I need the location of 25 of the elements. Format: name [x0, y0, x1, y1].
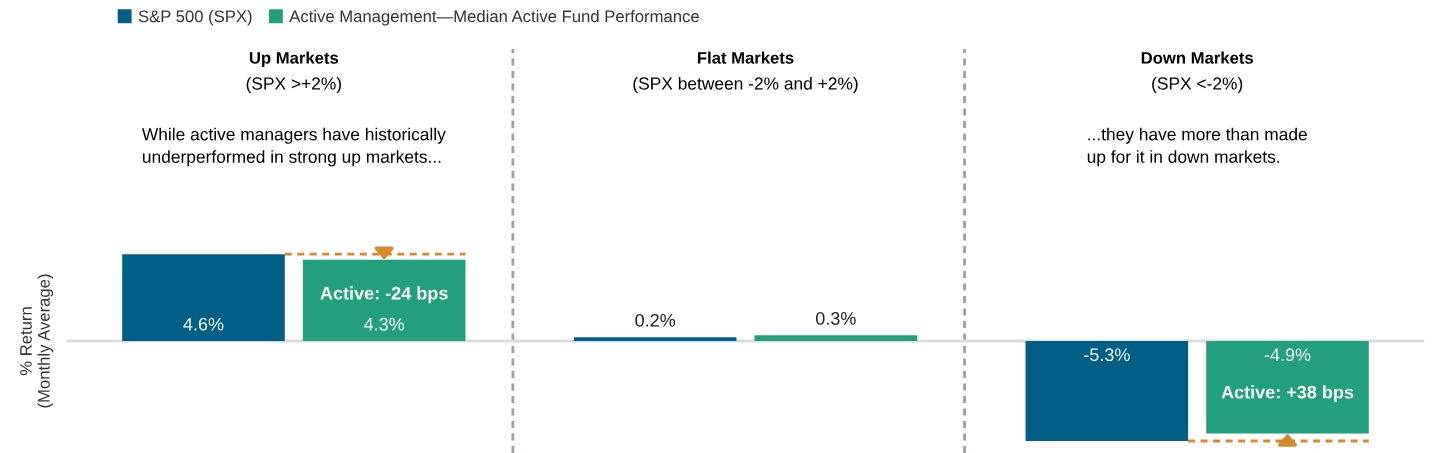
- data-label: 4.6%: [183, 317, 224, 331]
- legend-label: S&P 500 (SPX): [138, 10, 252, 26]
- data-label: 0.3%: [815, 312, 856, 325]
- y-axis-title: % Return (Monthly Average): [20, 274, 54, 408]
- x-tick-label: Down Markets: [1141, 51, 1253, 64]
- annotation: Active: -24 bps: [320, 286, 448, 304]
- annotation: Active: +38 bps: [1221, 385, 1354, 403]
- bar: [754, 335, 918, 341]
- text: ...they have more than made up for it in down markets.: [1087, 127, 1307, 167]
- data-label: 0.2%: [635, 313, 676, 327]
- data-label: -5.3%: [1084, 348, 1130, 362]
- data-label: -4.9%: [1264, 348, 1311, 362]
- bar: [1206, 341, 1369, 434]
- text: (SPX <-2%): [1152, 76, 1243, 94]
- bar: [1025, 341, 1189, 441]
- text: (SPX between -2% and +2%): [633, 76, 858, 94]
- text: (SPX >+2%): [246, 76, 341, 94]
- x-tick-label: Flat Markets: [697, 51, 794, 64]
- legend-label: Active Management—Median Active Fund Performance: [289, 10, 699, 26]
- bar: [302, 259, 466, 341]
- data-label: 4.3%: [364, 317, 405, 331]
- text: While active managers have historically underperformed in strong up markets...: [141, 127, 446, 167]
- bar: [573, 337, 737, 341]
- x-tick-label: Up Markets: [249, 51, 339, 68]
- bar: [122, 254, 285, 341]
